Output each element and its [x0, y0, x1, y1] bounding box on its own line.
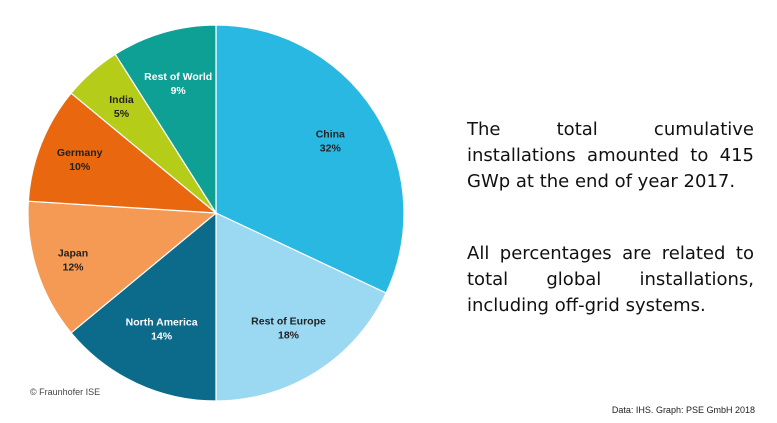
- pie-labels: China 32% Rest of Europe 18% North America 14…: [57, 71, 345, 343]
- note-total-installations: The total cumulative installations amoun…: [467, 119, 754, 192]
- slice-japan: [27, 200, 218, 334]
- slice-pct-rest-of-world: 9%: [171, 85, 187, 97]
- pie-slices: [27, 24, 405, 402]
- slice-name-north-america: North America: [126, 317, 198, 329]
- data-source: Data: IHS. Graph: PSE GmbH 2018: [611, 405, 755, 415]
- slice-name-japan: Japan: [58, 248, 88, 260]
- slice-north-america: [70, 211, 217, 402]
- slice-pct-india: 5%: [114, 108, 130, 120]
- note-percentages: All percentages are related to total glo…: [467, 243, 754, 316]
- slice-pct-germany: 10%: [69, 161, 91, 173]
- slice-name-india: India: [109, 94, 134, 106]
- slice-china: [215, 24, 405, 294]
- slice-pct-japan: 12%: [62, 262, 84, 274]
- slice-rest-of-world: [114, 24, 217, 216]
- slice-name-rest-of-world: Rest of World: [144, 71, 212, 83]
- slice-name-china: China: [316, 129, 345, 141]
- slice-pct-north-america: 14%: [151, 331, 173, 343]
- copyright-note: © Fraunhofer ISE: [30, 387, 101, 397]
- slice-rest-of-europe: [215, 212, 387, 402]
- slice-pct-rest-of-europe: 18%: [278, 329, 300, 341]
- slice-germany: [27, 92, 218, 214]
- pie-chart: China 32% Rest of Europe 18% North America 14…: [27, 24, 405, 402]
- slice-pct-china: 32%: [320, 143, 342, 155]
- slice-name-germany: Germany: [57, 147, 103, 159]
- slice-name-rest-of-europe: Rest of Europe: [251, 315, 326, 327]
